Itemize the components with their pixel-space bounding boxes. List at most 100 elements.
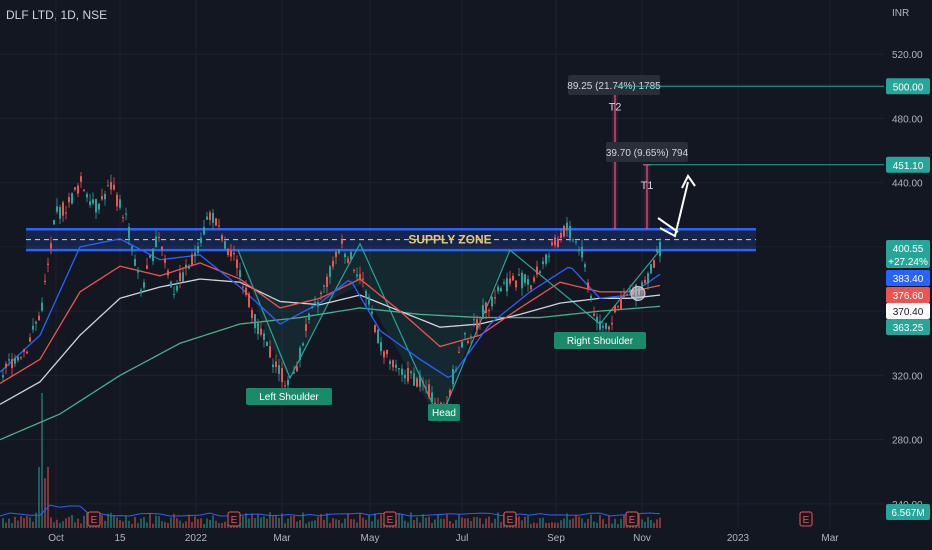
candle xyxy=(23,348,25,358)
volume-bar xyxy=(527,515,529,528)
candle-body xyxy=(575,241,577,243)
volume-bar xyxy=(182,523,184,528)
candle-body xyxy=(209,212,211,220)
target-label: T1 xyxy=(641,180,654,192)
candle-body xyxy=(86,193,88,198)
candle xyxy=(365,289,367,306)
candle xyxy=(281,362,283,388)
candle xyxy=(242,281,244,294)
candle-body xyxy=(401,368,403,375)
candle-body xyxy=(386,349,388,355)
candle xyxy=(299,345,301,368)
candle xyxy=(302,341,304,346)
volume-bar xyxy=(467,518,469,528)
volume-bar xyxy=(521,520,523,528)
candle-body xyxy=(167,270,169,276)
candle xyxy=(419,370,421,392)
candle-body xyxy=(431,392,433,403)
candle xyxy=(227,248,229,258)
candle-body xyxy=(17,356,19,361)
volume-bar xyxy=(551,522,553,528)
x-tick-label: 15 xyxy=(114,533,126,544)
candle xyxy=(122,214,124,223)
candle xyxy=(515,280,517,291)
candle-body xyxy=(92,199,94,204)
moving-averages xyxy=(0,238,661,441)
candle xyxy=(500,285,502,292)
candle-body xyxy=(44,280,46,283)
candle xyxy=(260,321,262,337)
candle-body xyxy=(539,271,541,273)
x-tick-label: Sep xyxy=(547,533,565,544)
volume-bar xyxy=(419,522,421,528)
candle xyxy=(374,324,376,334)
candle-body xyxy=(410,371,412,374)
earnings-marker: E xyxy=(625,511,639,527)
volume-bar xyxy=(200,518,202,528)
candle xyxy=(230,243,232,262)
candle xyxy=(89,193,91,208)
volume-bar xyxy=(41,393,43,528)
volume-bar xyxy=(491,522,493,528)
volume-badge-box xyxy=(886,504,930,520)
volume-bar xyxy=(152,523,154,528)
candle-body xyxy=(545,254,547,264)
earnings-marker: E xyxy=(503,511,517,527)
volume-bar xyxy=(83,515,85,528)
candle xyxy=(458,346,460,354)
candle xyxy=(587,278,589,293)
price-badge-text: 376.60 xyxy=(893,291,924,302)
volume-bar xyxy=(302,512,304,528)
volume-bar xyxy=(449,521,451,528)
volume-bar xyxy=(59,523,61,528)
candle xyxy=(62,200,64,223)
candle-body xyxy=(506,278,508,292)
volume-bar xyxy=(26,515,28,528)
volume-bar xyxy=(44,478,46,528)
candle xyxy=(29,333,31,343)
volume-bar xyxy=(104,520,106,528)
candle-body xyxy=(269,346,271,358)
candle xyxy=(83,188,85,192)
earnings-marker-box xyxy=(383,511,397,527)
candle xyxy=(371,305,373,318)
candle xyxy=(476,315,478,337)
volume-bar xyxy=(608,515,610,528)
candle xyxy=(77,183,79,198)
candle xyxy=(395,359,397,372)
candle xyxy=(608,325,610,333)
earnings-marker-box xyxy=(799,511,813,527)
annotation: Left Shoulder xyxy=(246,388,332,405)
volume-bar xyxy=(443,518,445,528)
candle-body xyxy=(518,274,520,276)
candle-body xyxy=(266,341,268,346)
ema-blue-line xyxy=(0,238,661,379)
volume-bar xyxy=(404,520,406,528)
volume-bar xyxy=(380,514,382,528)
candle-body xyxy=(512,275,514,281)
candle-body xyxy=(110,182,112,190)
candle-body xyxy=(446,402,448,405)
candle xyxy=(464,331,466,339)
candle-body xyxy=(323,285,325,287)
volume-bar xyxy=(143,516,145,528)
candle xyxy=(359,266,361,284)
volume-bar xyxy=(320,514,322,528)
candle xyxy=(140,287,142,297)
volume-bar xyxy=(275,514,277,528)
candle-body xyxy=(260,328,262,335)
candle xyxy=(266,341,268,347)
candle-body xyxy=(494,297,496,299)
candle-body xyxy=(14,357,16,364)
candle-body xyxy=(566,222,568,231)
candle-body xyxy=(296,366,298,372)
candle xyxy=(170,280,172,288)
volume-bar xyxy=(605,523,607,528)
candle xyxy=(626,293,628,296)
candle-body xyxy=(533,277,535,282)
candle xyxy=(554,234,556,249)
volume-bar xyxy=(14,516,16,528)
candle-body xyxy=(47,263,49,265)
ema-white-line xyxy=(0,278,661,405)
